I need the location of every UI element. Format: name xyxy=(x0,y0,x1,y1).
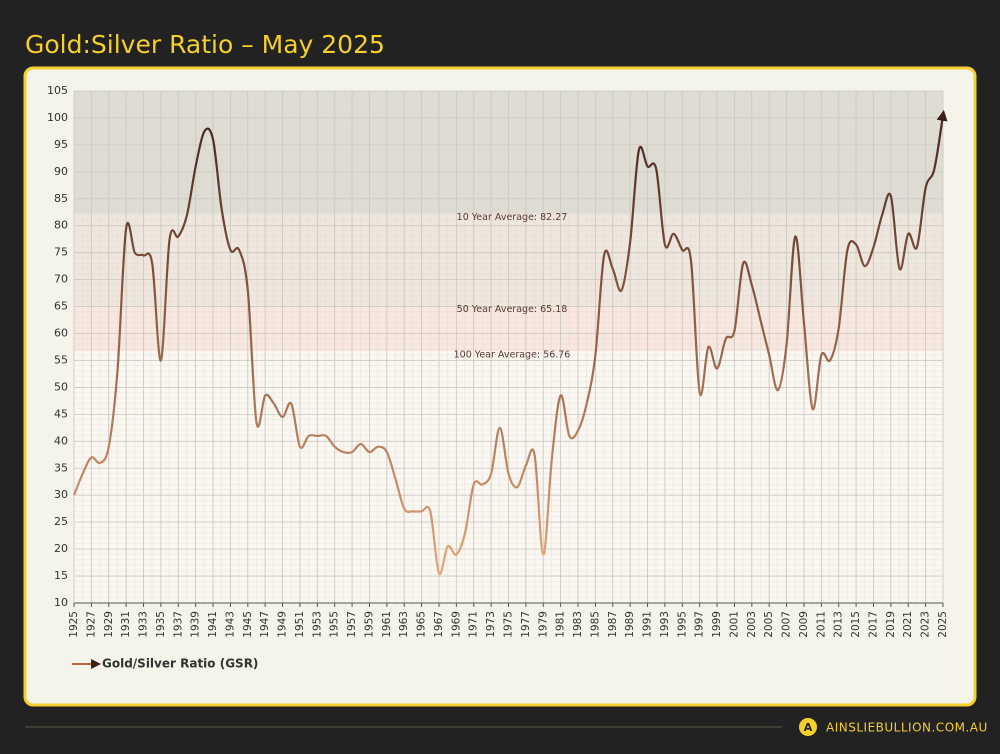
plot-area: 1015202530354045505560657075808590951001… xyxy=(47,84,949,671)
x-tick-label: 1977 xyxy=(520,611,532,638)
y-tick-label: 60 xyxy=(54,327,68,340)
y-tick-label: 10 xyxy=(54,596,68,609)
x-tick-label: 1945 xyxy=(242,611,254,638)
x-tick-label: 1949 xyxy=(277,611,289,638)
average-label: 50 Year Average: 65.18 xyxy=(457,304,568,315)
x-tick-label: 2007 xyxy=(781,611,793,638)
x-tick-label: 1941 xyxy=(207,611,219,638)
x-tick-label: 1965 xyxy=(416,611,428,638)
y-tick-label: 90 xyxy=(54,165,68,178)
x-tick-label: 1987 xyxy=(607,611,619,638)
x-tick-label: 1993 xyxy=(659,611,671,638)
x-tick-label: 1981 xyxy=(555,611,567,638)
x-tick-label: 2013 xyxy=(833,611,845,638)
x-tick-label: 1971 xyxy=(468,611,480,638)
y-tick-label: 55 xyxy=(54,353,68,366)
x-tick-label: 1999 xyxy=(711,611,723,638)
x-tick-label: 1951 xyxy=(294,611,306,638)
y-tick-label: 25 xyxy=(54,515,68,528)
logo xyxy=(799,718,817,736)
y-tick-label: 20 xyxy=(54,542,68,555)
series-line xyxy=(72,109,948,576)
y-tick-label: 80 xyxy=(54,219,68,232)
x-tick-label: 1939 xyxy=(190,611,202,638)
x-tick-label: 1975 xyxy=(503,611,515,638)
x-tick-label: 1953 xyxy=(311,611,323,638)
x-tick-label: 1991 xyxy=(642,611,654,638)
x-tick-label: 2021 xyxy=(902,611,914,638)
average-label: 100 Year Average: 56.76 xyxy=(454,349,571,360)
average-label: 10 Year Average: 82.27 xyxy=(457,212,568,223)
page-title: Gold:Silver Ratio – May 2025 xyxy=(25,30,385,59)
x-tick-label: 1937 xyxy=(172,611,184,638)
x-tick-label: 2025 xyxy=(937,611,949,638)
x-tick-label: 1929 xyxy=(103,611,115,638)
footer-site: AINSLIEBULLION.COM.AU xyxy=(826,721,988,735)
x-tick-label: 2005 xyxy=(763,611,775,638)
y-tick-label: 70 xyxy=(54,273,68,286)
x-tick-label: 1967 xyxy=(433,611,445,638)
x-tick-label: 1985 xyxy=(589,611,601,638)
y-tick-label: 35 xyxy=(54,461,68,474)
x-tick-label: 2017 xyxy=(867,611,879,638)
x-tick-label: 1961 xyxy=(381,611,393,638)
x-tick-label: 1973 xyxy=(485,611,497,638)
x-tick-label: 1979 xyxy=(537,611,549,638)
x-tick-label: 2019 xyxy=(885,611,897,638)
x-tick-label: 1957 xyxy=(346,611,358,638)
x-tick-label: 2001 xyxy=(728,611,740,638)
x-tick-label: 1925 xyxy=(68,611,80,638)
x-tick-label: 1943 xyxy=(224,611,236,638)
x-tick-label: 1959 xyxy=(363,611,375,638)
x-tick-label: 2011 xyxy=(815,611,827,638)
x-tick-label: 1997 xyxy=(694,611,706,638)
x-tick-label: 1933 xyxy=(138,611,150,638)
x-tick-label: 1983 xyxy=(572,611,584,638)
y-tick-label: 50 xyxy=(54,380,68,393)
x-tick-label: 1995 xyxy=(676,611,688,638)
x-tick-label: 1969 xyxy=(450,611,462,638)
y-tick-label: 40 xyxy=(54,434,68,447)
y-tick-label: 75 xyxy=(54,246,68,259)
y-tick-label: 65 xyxy=(54,300,68,313)
x-tick-label: 2009 xyxy=(798,611,810,638)
y-tick-label: 85 xyxy=(54,192,68,205)
x-tick-label: 1931 xyxy=(120,611,132,638)
x-tick-label: 1927 xyxy=(85,611,97,638)
x-tick-label: 1935 xyxy=(155,611,167,638)
y-tick-label: 45 xyxy=(54,407,68,420)
y-tick-label: 30 xyxy=(54,488,68,501)
logo-letter: A xyxy=(804,721,813,734)
x-tick-label: 1989 xyxy=(624,611,636,638)
x-tick-label: 1955 xyxy=(329,611,341,638)
x-tick-label: 2023 xyxy=(920,611,932,638)
legend-label: Gold/Silver Ratio (GSR) xyxy=(102,657,258,671)
x-tick-label: 2003 xyxy=(746,611,758,638)
y-tick-label: 95 xyxy=(54,138,68,151)
y-tick-label: 100 xyxy=(47,111,68,124)
y-tick-label: 15 xyxy=(54,569,68,582)
x-tick-label: 2015 xyxy=(850,611,862,638)
y-tick-label: 105 xyxy=(47,84,68,97)
x-tick-label: 1947 xyxy=(259,611,271,638)
x-tick-label: 1963 xyxy=(398,611,410,638)
